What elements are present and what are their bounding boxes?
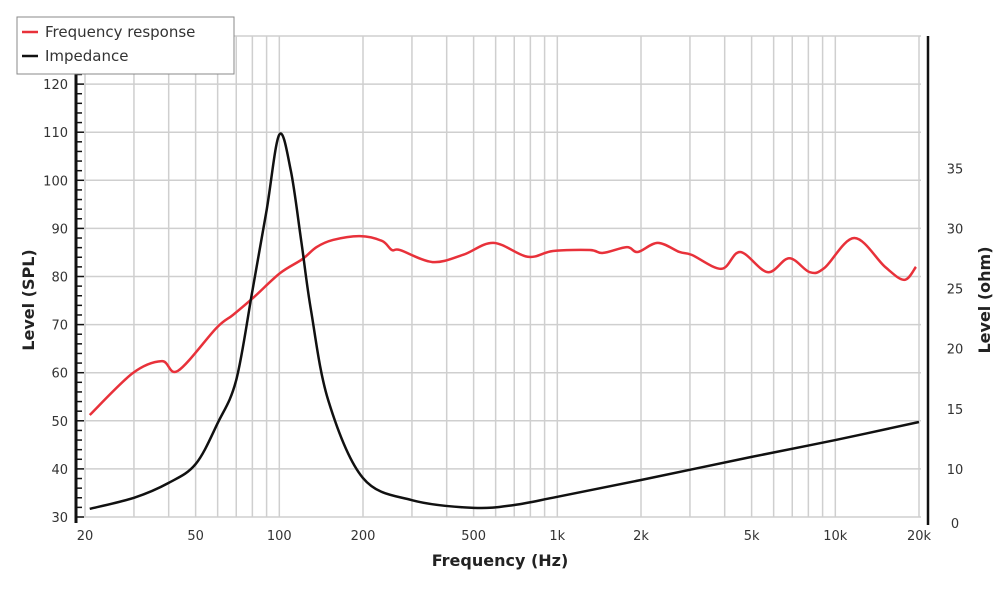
legend-label-frequency-response: Frequency response <box>45 23 195 41</box>
y-tick-label: 120 <box>43 78 68 93</box>
x-tick-label: 2k <box>633 529 649 544</box>
x-tick-label: 20 <box>77 529 94 544</box>
x-tick-label: 100 <box>267 529 292 544</box>
x-tick-label: 1k <box>549 529 565 544</box>
y2-tick-label: 35 <box>947 162 964 177</box>
axes <box>74 36 930 525</box>
y2-tick-label: 25 <box>947 283 964 298</box>
y2-tick-label: 30 <box>947 222 964 237</box>
y2-tick-label: 20 <box>947 343 964 358</box>
y-tick-label: 90 <box>51 222 68 237</box>
tick-labels: 30 40 50 60 70 80 90 100 110 120 0 10 15 20 25 30 35 20 50… <box>43 78 963 544</box>
legend-label-impedance: Impedance <box>45 47 128 65</box>
y-tick-label: 110 <box>43 126 68 141</box>
y-axis-title: Level (SPL) <box>19 249 38 350</box>
x-axis-title: Frequency (Hz) <box>432 551 569 570</box>
x-tick-label: 50 <box>187 529 204 544</box>
y2-axis-title: Level (ohm) <box>975 246 994 353</box>
x-tick-label: 500 <box>461 529 486 544</box>
y2-tick-label: 10 <box>947 463 964 478</box>
series-line-frequency-response <box>88 234 917 416</box>
y-tick-label: 70 <box>51 319 68 334</box>
series-line-impedance <box>89 132 920 511</box>
y-tick-label: 40 <box>51 463 68 478</box>
y2-tick-label: 0 <box>951 517 959 532</box>
x-tick-label: 10k <box>823 529 848 544</box>
y-tick-label: 60 <box>51 367 68 382</box>
y2-tick-label: 15 <box>947 403 964 418</box>
x-tick-label: 20k <box>907 529 932 544</box>
x-tick-label: 5k <box>744 529 760 544</box>
y-tick-label: 30 <box>51 511 68 526</box>
y-tick-label: 50 <box>51 415 68 430</box>
legend-box <box>16 16 235 75</box>
x-tick-label: 200 <box>351 529 376 544</box>
legend: Frequency response Impedance <box>16 16 235 75</box>
grid <box>77 35 921 518</box>
y-tick-label: 80 <box>51 271 68 286</box>
series-lines <box>88 132 920 511</box>
y-tick-label: 100 <box>43 174 68 189</box>
